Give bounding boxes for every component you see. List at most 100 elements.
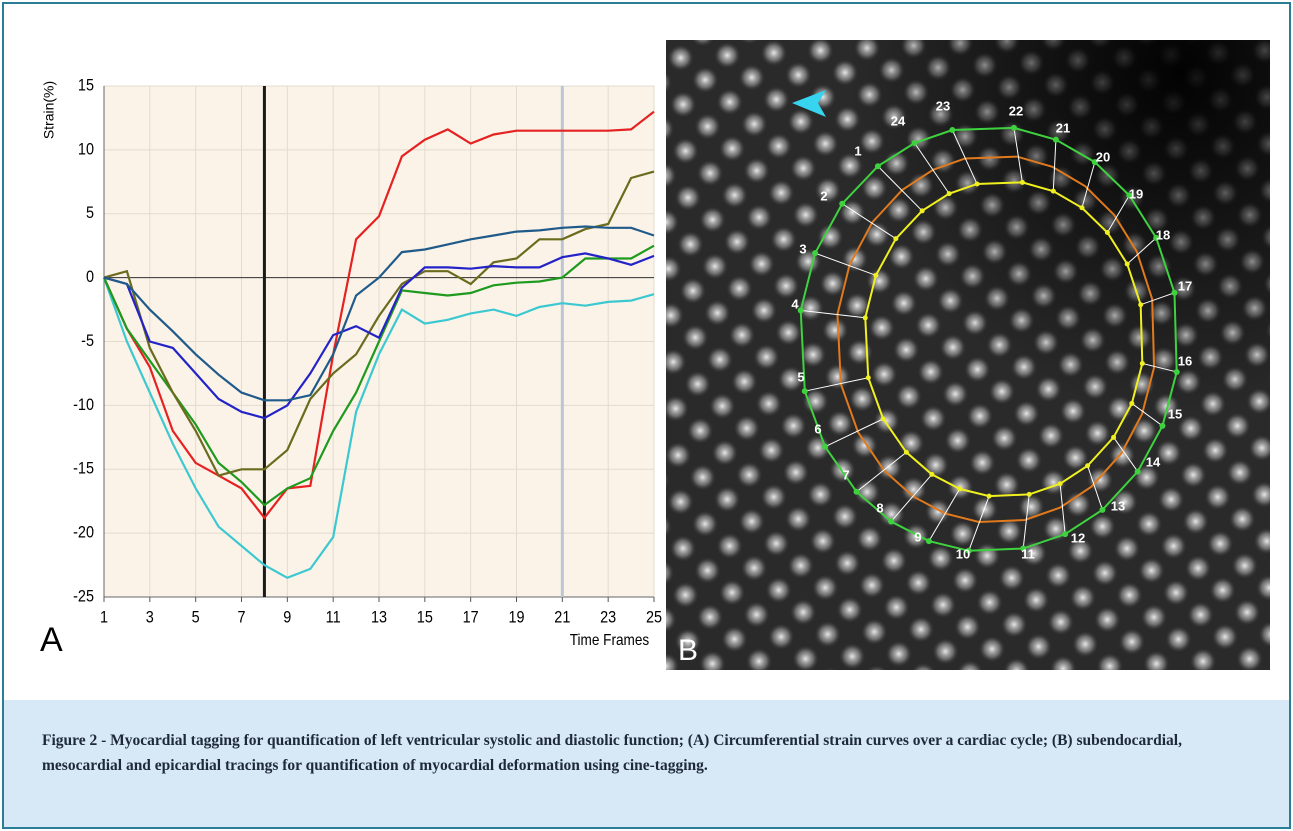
series-line [103, 252, 655, 420]
point [911, 140, 918, 147]
point [1139, 360, 1145, 366]
y-axis-label: Strain(%) [41, 81, 57, 139]
point [946, 191, 952, 197]
point-label: 4 [791, 296, 799, 311]
y-tick-label: 15 [78, 76, 94, 94]
mri-image [666, 40, 1270, 670]
point-label: 8 [876, 500, 883, 515]
spoke [841, 203, 897, 240]
point [949, 126, 956, 133]
point [1111, 434, 1117, 440]
spoke [814, 252, 877, 276]
point [1091, 159, 1098, 166]
arrowhead [792, 90, 826, 117]
point [1124, 261, 1130, 267]
x-tick-label: 9 [283, 608, 291, 626]
x-tick-label: 19 [508, 608, 524, 626]
panel-label: A [40, 621, 63, 659]
x-tick-label: 17 [463, 608, 479, 626]
point [1085, 463, 1091, 469]
point [862, 315, 868, 321]
y-tick-label: -15 [73, 460, 94, 478]
spoke [928, 488, 961, 542]
point [1062, 531, 1069, 538]
spoke [1106, 195, 1130, 233]
x-tick-label: 21 [554, 608, 570, 626]
spoke [877, 165, 923, 212]
caption: Figure 2 - Myocardial tagging for quanti… [4, 700, 1289, 827]
spoke [1131, 403, 1163, 427]
spoke [1113, 437, 1139, 472]
point [965, 547, 972, 554]
point-label: 20 [1096, 149, 1110, 164]
point [1020, 545, 1027, 552]
point [1050, 188, 1056, 194]
point-label: 11 [1021, 546, 1035, 561]
x-tick-label: 5 [192, 608, 200, 626]
spoke [890, 474, 933, 522]
y-tick-label: 0 [86, 268, 94, 286]
point [873, 272, 879, 278]
point [797, 307, 804, 314]
point-label: 18 [1156, 227, 1170, 242]
point [1099, 506, 1106, 513]
point [822, 443, 829, 450]
point-label: 23 [936, 98, 950, 113]
spoke [914, 142, 950, 194]
spoke [1052, 139, 1057, 192]
point-label: 17 [1178, 278, 1192, 293]
x-tick-label: 23 [600, 608, 616, 626]
point-label: 6 [814, 421, 821, 436]
x-axis-label: Time Frames [570, 632, 649, 649]
point-label: 16 [1178, 353, 1192, 368]
spoke [1140, 292, 1175, 306]
point [839, 200, 846, 207]
point [974, 181, 980, 187]
point-label: 24 [891, 113, 906, 128]
y-tick-label: -5 [81, 332, 94, 350]
point-label: 3 [799, 241, 806, 256]
figure: A B Strain(%) Time Frames -25 -20 -15 -10 -5… [40, 40, 1270, 670]
spoke [968, 495, 990, 551]
y-tick-label: -10 [73, 396, 94, 414]
point [957, 486, 963, 492]
point-label: 10 [956, 546, 970, 561]
point [1052, 136, 1059, 143]
point [925, 538, 932, 545]
point-label: 22 [1009, 103, 1023, 118]
point [1126, 192, 1133, 199]
point [865, 375, 871, 381]
point-label: 9 [914, 529, 921, 544]
point-label: 21 [1056, 120, 1070, 135]
series-line [103, 170, 655, 477]
series-line [103, 225, 655, 402]
point-label: 12 [1071, 530, 1085, 545]
point [1138, 302, 1144, 308]
point [919, 208, 925, 214]
spoke [1022, 494, 1030, 549]
y-tick-label: 5 [86, 204, 94, 222]
point [1134, 468, 1141, 475]
x-tick-label: 13 [371, 608, 387, 626]
point [1079, 205, 1085, 211]
spoke [1142, 362, 1177, 373]
mesocardial-ring [836, 155, 1156, 523]
point [1010, 124, 1017, 131]
point-label: 1 [854, 143, 861, 158]
spoke [1087, 465, 1103, 511]
x-tick-label: 15 [417, 608, 433, 626]
x-tick-label: 3 [146, 608, 154, 626]
point [1057, 481, 1063, 487]
x-tick-label: 25 [646, 608, 662, 626]
point [853, 488, 860, 495]
point-label: 19 [1129, 186, 1143, 201]
point [801, 388, 808, 395]
spoke [856, 451, 907, 493]
y-tick-label: -20 [73, 524, 94, 542]
x-tick-label: 7 [237, 608, 245, 626]
point [874, 163, 881, 170]
point [1026, 491, 1032, 497]
point [812, 250, 819, 257]
y-tick-label: -25 [73, 587, 94, 605]
spoke [800, 309, 866, 319]
